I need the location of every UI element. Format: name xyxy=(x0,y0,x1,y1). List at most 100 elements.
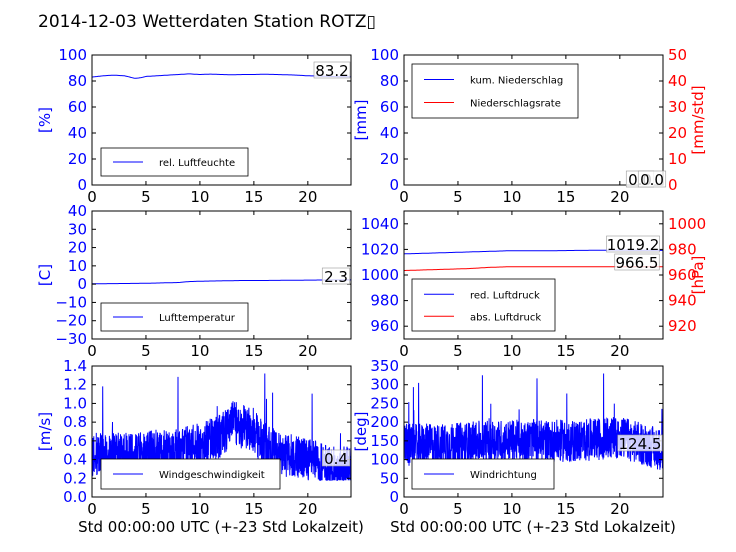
y2-axis-label-pressure: [hPa] xyxy=(689,256,707,295)
y-axis-label-humidity: [%] xyxy=(36,107,54,133)
axes-frame-wind_direction xyxy=(403,365,664,498)
legend-box-precipitation xyxy=(411,63,579,119)
y2-tick-label: 940 xyxy=(668,292,697,310)
axes-frame-wind_speed xyxy=(91,365,352,498)
y-tick-label: 200 xyxy=(370,413,399,431)
y2-tick-label: 40 xyxy=(668,72,687,90)
y-axis-label-precipitation: [mm] xyxy=(352,100,370,141)
series-line-humidity-0 xyxy=(92,73,351,79)
legend-box-pressure xyxy=(411,278,556,332)
y-tick-label: 40 xyxy=(68,202,87,220)
y2-tick-label: 30 xyxy=(668,98,687,116)
axes-frame-temperature xyxy=(91,210,352,340)
value-annotation: 83.2 xyxy=(315,62,348,80)
y2-tick-label: 920 xyxy=(668,317,697,335)
y-tick-label: 80 xyxy=(68,72,87,90)
panel-wind_direction: 0 5 10 15 20050100150200250300350[deg]Windri… xyxy=(352,357,664,518)
x-tick-label: 10 xyxy=(190,188,209,206)
y-tick-label: −20 xyxy=(55,312,87,330)
legend-label: kum. Niederschlag xyxy=(470,75,563,86)
x-tick-label: 20 xyxy=(298,188,317,206)
y-tick-label: 0.6 xyxy=(63,432,87,450)
panel-temperature: 0 5 10 15 20−30−20−10010203040[C]Lufttempera… xyxy=(36,202,352,360)
y2-tick-label: 960 xyxy=(668,266,697,284)
x-tick-label: 20 xyxy=(610,342,629,360)
y2-tick-label: 20 xyxy=(668,124,687,142)
y-tick-label: 0.2 xyxy=(63,469,87,487)
legend-label: Windrichtung xyxy=(470,470,537,481)
y2-tick-label: 10 xyxy=(668,150,687,168)
y-tick-label: 20 xyxy=(68,239,87,257)
y-tick-label: 0.0 xyxy=(63,488,87,506)
x-tick-label: 20 xyxy=(298,342,317,360)
y-tick-label: 100 xyxy=(370,46,399,64)
series-line-temperature-0 xyxy=(92,279,351,285)
x-tick-label: 15 xyxy=(556,188,575,206)
value-annotation-box xyxy=(321,267,351,285)
legend-label: Windgeschwindigkeit xyxy=(159,470,265,481)
panel-pressure: 0 5 10 15 20 960 980 1000 1020 1040 920 940 960 980 10… xyxy=(361,210,707,360)
legend-label: Niederschlagsrate xyxy=(470,98,561,109)
y-tick-label: 1040 xyxy=(361,215,399,233)
value-annotation-box xyxy=(313,61,351,79)
y-tick-label: 1.0 xyxy=(63,394,87,412)
x-tick-label: 5 xyxy=(141,342,151,360)
y-tick-label: 100 xyxy=(58,46,87,64)
figure-title: 2014-12-03 Wetterdaten Station ROTZ▯ xyxy=(38,12,376,32)
y2-tick-label: 980 xyxy=(668,240,697,258)
y2-axis-label-precipitation: [mm/std] xyxy=(689,85,707,154)
legend-label: abs. Luftdruck xyxy=(470,312,541,323)
x-tick-label: 10 xyxy=(502,188,521,206)
legend-label: Lufttemperatur xyxy=(159,313,236,324)
y-tick-label: 1020 xyxy=(361,240,399,258)
y-tick-label: 0 xyxy=(77,176,87,194)
x-tick-label: 10 xyxy=(190,500,209,518)
y2-tick-label: 50 xyxy=(668,46,687,64)
x-tick-label: 20 xyxy=(610,188,629,206)
value-annotation: 2.3 xyxy=(324,268,348,286)
x-tick-label: 5 xyxy=(453,500,463,518)
axes-frame-humidity xyxy=(91,54,352,186)
y-tick-label: 250 xyxy=(370,394,399,412)
value-annotation: 0.4 xyxy=(324,450,348,468)
value-annotation: 124.5 xyxy=(619,435,662,453)
y-tick-label: 20 xyxy=(68,150,87,168)
y-tick-label: 0 xyxy=(77,275,87,293)
x-tick-label: 10 xyxy=(502,500,521,518)
x-tick-label: 20 xyxy=(610,500,629,518)
y-tick-label: 350 xyxy=(370,357,399,375)
plot-area-temperature xyxy=(92,279,351,285)
y-tick-label: 60 xyxy=(68,98,87,116)
y-tick-label: 50 xyxy=(380,469,399,487)
y-tick-label: −10 xyxy=(55,293,87,311)
y-tick-label: 0.4 xyxy=(63,451,87,469)
x-tick-label: 0 xyxy=(399,342,409,360)
legend-label: red. Luftdruck xyxy=(470,290,540,301)
x-tick-label: 15 xyxy=(556,342,575,360)
y-tick-label: 1.2 xyxy=(63,376,87,394)
value-annotation-box xyxy=(637,170,667,188)
y2-tick-label: 0 xyxy=(668,176,678,194)
x-tick-label: 0 xyxy=(399,500,409,518)
y-tick-label: 980 xyxy=(370,292,399,310)
y-tick-label: 300 xyxy=(370,376,399,394)
x-tick-label: 10 xyxy=(502,342,521,360)
y-tick-label: 0 xyxy=(389,176,399,194)
y-axis-label-temperature: [C] xyxy=(36,264,54,286)
legend-box-temperature xyxy=(100,302,249,332)
value-annotation-box xyxy=(321,449,351,467)
x-axis-label-right: Std 00:00:00 UTC (+-23 Std Lokalzeit) xyxy=(390,518,676,536)
value-annotation-box xyxy=(606,235,660,253)
x-axis-label-left: Std 00:00:00 UTC (+-23 Std Lokalzeit) xyxy=(78,518,364,536)
y-tick-label: 100 xyxy=(370,451,399,469)
x-tick-label: 15 xyxy=(244,500,263,518)
legend-label: rel. Luftfeuchte xyxy=(159,158,235,169)
panel-wind_speed: 0 5 10 15 200.00.20.40.60.81.01.21.4[m/s]Win… xyxy=(36,357,352,518)
value-annotation: 1019.2 xyxy=(607,236,660,254)
y-axis-label-wind_speed: [m/s] xyxy=(36,412,54,451)
x-tick-label: 0 xyxy=(87,500,97,518)
y-tick-label: 150 xyxy=(370,432,399,450)
y-tick-label: 1000 xyxy=(361,266,399,284)
series-line-wind_direction-0 xyxy=(404,373,663,470)
